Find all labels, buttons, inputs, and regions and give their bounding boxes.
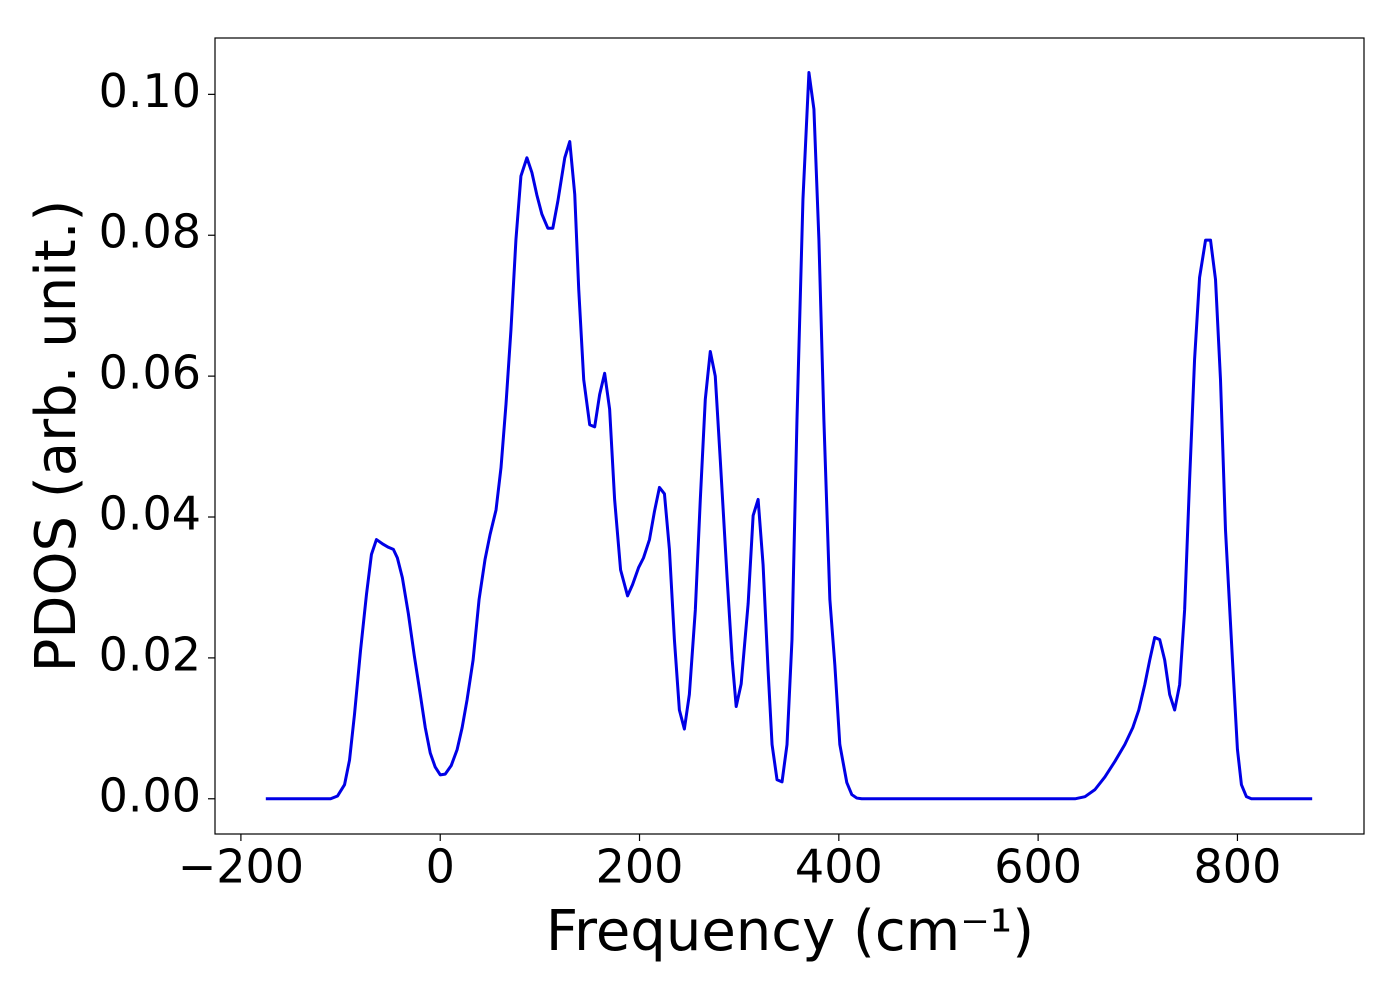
y-axis-label: PDOS (arb. unit.) [24, 200, 89, 673]
x-tick-label: 600 [994, 840, 1082, 894]
y-tick-label: 0.08 [99, 205, 201, 259]
y-tick-label: 0.06 [99, 346, 201, 400]
x-tick-label: −200 [178, 840, 304, 894]
y-tick-label: 0.04 [99, 487, 201, 541]
x-tick-label: 400 [795, 840, 883, 894]
y-tick-label: 0.00 [99, 768, 201, 822]
y-tick-label: 0.02 [99, 627, 201, 681]
x-tick-label: 200 [596, 840, 684, 894]
y-tick-label: 0.10 [99, 64, 201, 118]
x-axis-label: Frequency (cm⁻¹) [546, 899, 1034, 964]
line-series [265, 71, 1313, 801]
x-tick-label: 0 [426, 840, 455, 894]
plot-frame [214, 37, 1365, 835]
x-tick-label: 800 [1194, 840, 1282, 894]
